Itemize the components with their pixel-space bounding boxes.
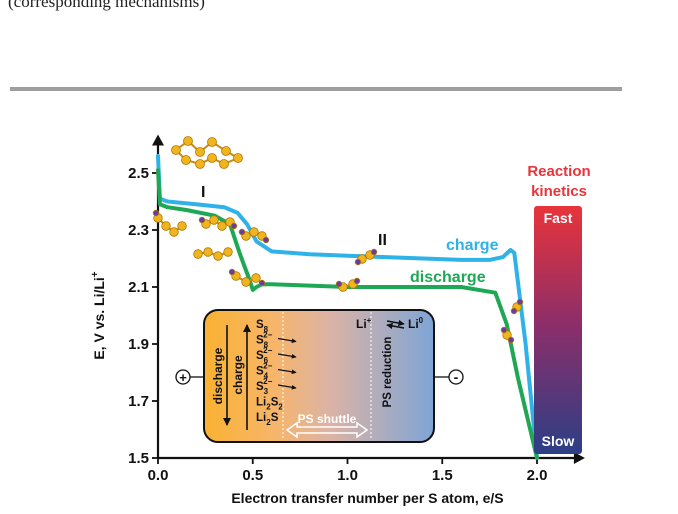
li-arrow-left xyxy=(386,322,405,330)
negative-sign: - xyxy=(454,369,459,385)
chain-d-li-atom xyxy=(238,228,246,236)
chain-e-li-atom xyxy=(258,279,266,287)
li-arrow-right xyxy=(386,319,405,327)
positive-sign: + xyxy=(179,370,187,385)
divider-rule xyxy=(10,87,622,91)
y-axis-title: E, V vs. Li/Li+ xyxy=(90,271,107,359)
s8-ring-atom xyxy=(233,153,243,163)
chain-b-li-atom xyxy=(198,216,206,224)
charge-series-label: charge xyxy=(446,237,499,254)
migration-arrow xyxy=(277,337,297,344)
x-tick-label: 0.5 xyxy=(242,467,263,484)
y-tick-label: 2.3 xyxy=(128,222,149,239)
chain-c-s-atom xyxy=(203,247,213,257)
x-tick-label: 2.0 xyxy=(527,467,548,484)
x-tick-label: 0.0 xyxy=(148,467,169,484)
x-tick-label: 1.0 xyxy=(337,467,358,484)
figure-caption: (corresponding mechanisms) xyxy=(8,0,205,11)
charge-curve xyxy=(156,153,539,460)
chain-a-bonds xyxy=(157,217,183,234)
shuttle-label: PS shuttle xyxy=(298,412,357,426)
s8-ring-atom xyxy=(219,159,229,169)
y-tick-label: 2.1 xyxy=(128,279,149,296)
battery-inset: discharge charge S8S82−S62−S42−S32−Li2S2… xyxy=(175,309,464,443)
chain-i-li-atom xyxy=(507,336,515,344)
chain-b-li-atom xyxy=(230,222,238,230)
chain-g-li-atom xyxy=(354,258,362,266)
ps-shuttle-arrow: PS shuttle xyxy=(285,412,369,439)
chain-i-li-atom xyxy=(500,326,508,334)
inset-charge-label: charge xyxy=(231,355,245,395)
chain-a-li-atom xyxy=(152,209,160,217)
y-tick-label: 1.5 xyxy=(128,450,149,467)
kinetics-colorbar: Reaction kinetics Fast Slow xyxy=(527,163,591,454)
s8-ring-atom xyxy=(207,153,217,163)
axes: 0.0 0.5 1.0 1.5 2.0 1.5 1.7 1.9 2.1 2.3 2.5 Electro… xyxy=(90,134,585,506)
chain-f-li-atom xyxy=(335,280,343,288)
s8-ring-atom xyxy=(183,136,193,146)
colorbar-title-line2: kinetics xyxy=(531,183,587,200)
chain-a-s-atom xyxy=(161,221,171,231)
species-label: S62− xyxy=(256,346,273,365)
s8-ring-atom xyxy=(171,145,181,155)
y-axis-arrowhead xyxy=(152,134,164,146)
colorbar-fast-label: Fast xyxy=(544,210,573,226)
x-tick-label: 1.5 xyxy=(432,467,453,484)
species-arrows xyxy=(277,337,297,390)
migration-arrow xyxy=(277,353,297,359)
chain-h-li-atom xyxy=(516,298,524,306)
chain-c-s-atom xyxy=(223,247,233,257)
y-tick-label: 2.5 xyxy=(128,165,149,182)
s8-ring-atom xyxy=(207,137,217,147)
species-label: S82− xyxy=(256,331,273,350)
sulfur-species-illustrations xyxy=(152,136,524,344)
shuttle-double-arrow xyxy=(285,421,369,439)
region-II-label: II xyxy=(378,232,387,249)
chain-a-s-atom xyxy=(177,221,187,231)
discharge-series-label: discharge xyxy=(410,269,486,286)
chain-c-s-atom xyxy=(193,249,203,259)
species-label: Li2S2 xyxy=(256,397,283,412)
chain-f-li-atom xyxy=(353,277,361,285)
y-tick-label: 1.9 xyxy=(128,336,149,353)
species-label: S42− xyxy=(256,362,273,381)
migration-arrow xyxy=(277,384,297,390)
colorbar-title-line1: Reaction xyxy=(527,163,590,180)
chain-a-s-atom xyxy=(169,227,179,237)
chain-d-s-atom xyxy=(249,227,259,237)
chain-e-s-atom xyxy=(251,273,261,283)
migration-arrow xyxy=(277,368,297,375)
chain-b-s-atom xyxy=(209,215,219,225)
chain-h-li-atom xyxy=(510,307,518,315)
species-label: S8 xyxy=(256,319,269,334)
chain-c-s-atom xyxy=(213,251,223,261)
s8-ring-atom xyxy=(221,146,231,156)
s8-ring-atom xyxy=(195,147,205,157)
chain-e-s-atom xyxy=(241,277,251,287)
x-axis-arrowhead xyxy=(573,452,585,464)
x-axis-title: Electron transfer number per S atom, e/S xyxy=(231,490,503,506)
species-label: S32− xyxy=(256,377,273,396)
li-exchange: Li+ Li0 xyxy=(356,316,424,331)
reduction-label: PS reduction xyxy=(382,337,394,408)
li-plus-label: Li+ xyxy=(356,316,372,331)
chain-b-s-atom xyxy=(217,221,227,231)
chain-c-bonds xyxy=(197,250,229,258)
region-I-label: I xyxy=(201,184,205,201)
inset-box xyxy=(203,309,435,443)
li-zero-label: Li0 xyxy=(408,316,424,331)
chain-d-li-atom xyxy=(262,236,270,244)
chain-g-li-atom xyxy=(370,248,378,256)
s8-ring-atom xyxy=(195,159,205,169)
species-label: Li2S xyxy=(256,412,279,427)
y-tick-label: 1.7 xyxy=(128,393,149,410)
chain-e-li-atom xyxy=(228,268,236,276)
inset-discharge-label: discharge xyxy=(211,347,225,404)
s8-ring-atom xyxy=(181,155,191,165)
colorbar-gradient xyxy=(534,206,582,454)
colorbar-slow-label: Slow xyxy=(542,433,575,449)
